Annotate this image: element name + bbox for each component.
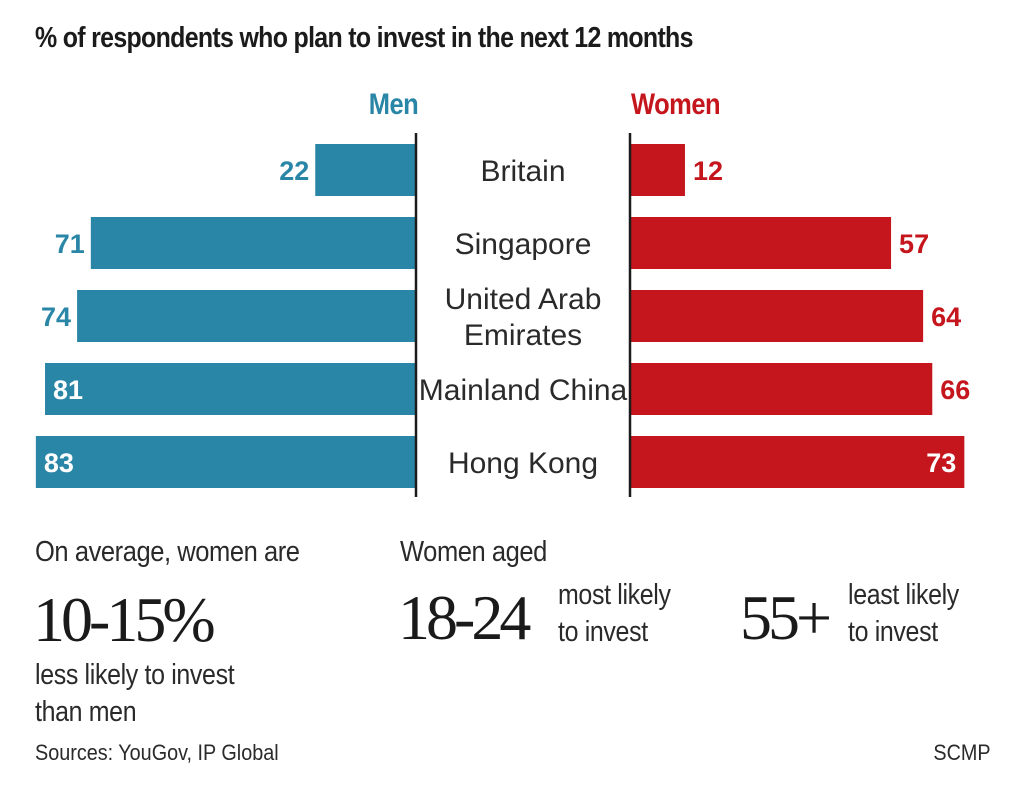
diverging-bar-chart: 22 12 Britain 71 57 Singapore 74 64 United ArabE… [35,133,970,497]
source-note: Sources: YouGov, IP Global [35,740,279,765]
women-value-label: 64 [931,302,961,332]
old-desc-line2: to invest [848,616,938,648]
average-desc-line1: less likely to invest [35,659,235,691]
men-value-label: 83 [44,448,74,478]
category-label: Mainland China [419,374,628,407]
old-desc: least likely to invest [848,577,959,651]
women-value-label: 12 [693,156,723,186]
old-figure: 55+ [740,582,832,653]
average-intro: On average, women are [35,536,300,568]
men-value-label: 22 [279,156,309,186]
men-bar [35,436,417,488]
young-desc-line1: most likely [558,579,671,611]
average-figure: 10-15% [33,584,216,655]
women-bar [630,144,685,196]
men-bar [77,290,416,342]
legend-women: Women [631,88,721,121]
men-value-label: 81 [53,375,83,405]
category-label: Hong Kong [448,447,598,480]
young-desc-line2: to invest [558,616,648,648]
women-value-label: 66 [940,375,970,405]
aged-intro: Women aged [400,536,547,568]
women-bar [630,290,924,342]
men-bar [315,144,416,196]
legend-men: Men [368,88,419,121]
women-bar [630,363,933,415]
women-bar [630,217,892,269]
credit-label: SCMP [933,740,991,765]
young-desc: most likely to invest [558,577,671,651]
women-bar [630,436,965,488]
men-bar [90,217,416,269]
men-value-label: 74 [41,302,71,332]
category-label: Singapore [455,228,592,261]
men-value-label: 71 [55,229,85,259]
average-desc-line2: than men [35,696,137,728]
women-value-label: 57 [899,229,929,259]
chart-title: % of respondents who plan to invest in t… [35,22,693,54]
category-label: Britain [480,155,565,188]
old-desc-line1: least likely [848,579,959,611]
category-label: Emirates [464,319,582,352]
young-figure: 18-24 [398,582,531,653]
men-bar [45,363,417,415]
category-label: United Arab [445,283,602,316]
women-value-label: 73 [926,448,956,478]
average-desc: less likely to invest than men [35,657,235,731]
